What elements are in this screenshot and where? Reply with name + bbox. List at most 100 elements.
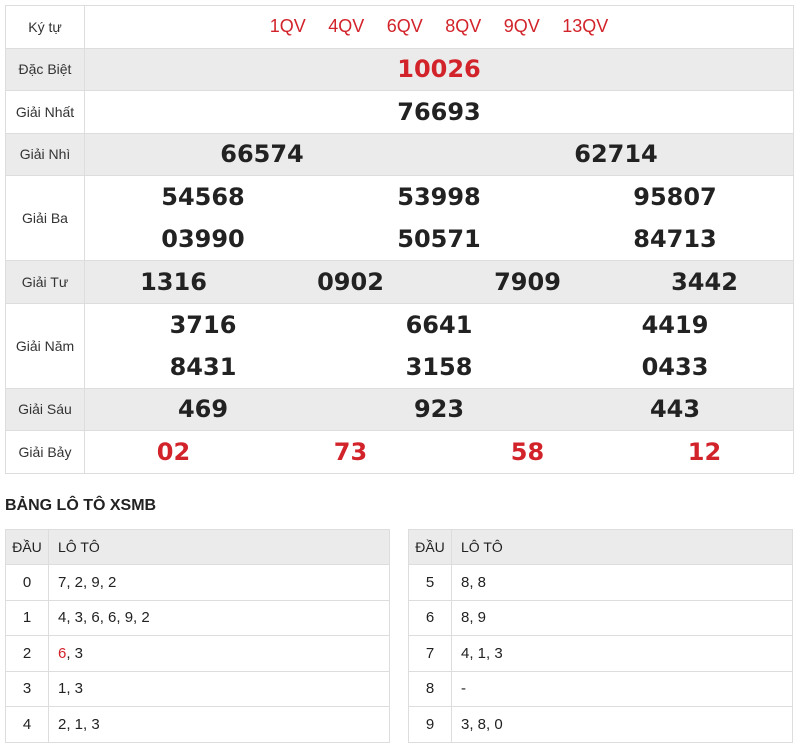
g1-row: Giải Nhất 76693 xyxy=(5,90,794,134)
prize-number: 12 xyxy=(687,437,722,466)
loto-value: - xyxy=(461,680,466,698)
loto-row: 2 6, 3 xyxy=(5,635,390,672)
g1-label: Giải Nhất xyxy=(5,90,85,134)
loto-header: LÔ TÔ xyxy=(451,529,793,565)
kytu-code: 13QV xyxy=(562,16,609,37)
kytu-code: 6QV xyxy=(386,16,423,37)
kytu-values: 1QV 4QV 6QV 8QV 9QV 13QV xyxy=(84,5,794,49)
g4-label: Giải Tư xyxy=(5,260,85,304)
dau-value: 7 xyxy=(408,635,452,672)
loto-values: 8, 9 xyxy=(451,599,793,636)
prize-number: 0433 xyxy=(641,352,709,381)
prize-number: 53998 xyxy=(397,183,481,211)
prize-number: 7909 xyxy=(494,267,561,296)
kytu-code: 9QV xyxy=(503,16,540,37)
kytu-code: 8QV xyxy=(445,16,482,37)
prize-number: 62714 xyxy=(574,140,658,169)
results-table: Ký tự 1QV 4QV 6QV 8QV 9QV 13QV Đặc Biệt … xyxy=(5,5,794,474)
loto-values: 4, 1, 3 xyxy=(451,635,793,672)
loto-row: 8- xyxy=(408,670,793,707)
loto-row: 5 8, 8 xyxy=(408,564,793,601)
dau-value: 2 xyxy=(5,635,49,672)
loto-header-row: ĐẦU LÔ TÔ xyxy=(408,529,793,565)
dau-value: 0 xyxy=(5,564,49,601)
loto-value: 2, 1, 3 xyxy=(58,715,100,733)
dau-value: 5 xyxy=(408,564,452,601)
special-prize-number: 10026 xyxy=(397,55,481,84)
prize-number: 8431 xyxy=(169,352,237,381)
loto-row: 9 3, 8, 0 xyxy=(408,706,793,743)
loto-values: 2, 1, 3 xyxy=(48,706,390,743)
g2-label: Giải Nhì xyxy=(5,132,85,176)
dau-value: 1 xyxy=(5,599,49,636)
prize-number: 84713 xyxy=(633,225,717,253)
dau-value: 4 xyxy=(5,706,49,743)
loto-section-title: BẢNG LÔ TÔ XSMB xyxy=(5,497,157,514)
loto-values: 7, 2, 9, 2 xyxy=(48,564,390,601)
dau-value: 3 xyxy=(5,670,49,707)
loto-value: , 3 xyxy=(66,644,84,662)
dau-value: 6 xyxy=(408,599,452,636)
prize-number: 4419 xyxy=(641,310,709,339)
g6-row: Giải Sáu 469 923 443 xyxy=(5,387,794,431)
kytu-code: 1QV xyxy=(269,16,306,37)
kytu-row: Ký tự 1QV 4QV 6QV 8QV 9QV 13QV xyxy=(5,5,794,49)
prize-number: 50571 xyxy=(397,225,481,253)
loto-row: 4 2, 1, 3 xyxy=(5,706,390,743)
g5-row: Giải Năm 3716 6641 4419 8431 3158 0433 xyxy=(5,302,794,389)
kytu-label: Ký tự xyxy=(5,5,85,49)
loto-header: LÔ TÔ xyxy=(48,529,390,565)
loto-row: 3 1, 3 xyxy=(5,670,390,707)
loto-value: 1, 3 xyxy=(58,680,84,698)
prize-number: 58 xyxy=(510,437,545,466)
prize-number: 923 xyxy=(413,395,465,424)
g3-label: Giải Ba xyxy=(5,175,85,261)
dau-value: 8 xyxy=(408,670,452,707)
loto-value: 4, 3, 6, 6, 9, 2 xyxy=(58,609,150,627)
g7-label: Giải Bảy xyxy=(5,430,85,474)
prize-number: 6641 xyxy=(405,310,473,339)
loto-value: 4, 1, 3 xyxy=(461,644,503,662)
loto-row: 0 7, 2, 9, 2 xyxy=(5,564,390,601)
loto-value: 8, 9 xyxy=(461,609,487,627)
loto-row: 7 4, 1, 3 xyxy=(408,635,793,672)
loto-values: - xyxy=(451,670,793,707)
loto-row: 1 4, 3, 6, 6, 9, 2 xyxy=(5,599,390,636)
prize-number: 0902 xyxy=(317,267,384,296)
g2-row: Giải Nhì 66574 62714 xyxy=(5,132,794,176)
g6-label: Giải Sáu xyxy=(5,387,85,431)
db-row: Đặc Biệt 10026 xyxy=(5,47,794,91)
db-label: Đặc Biệt xyxy=(5,47,85,91)
loto-row: 6 8, 9 xyxy=(408,599,793,636)
prize-number: 95807 xyxy=(633,183,717,211)
prize-number: 03990 xyxy=(161,225,245,253)
loto-values: 1, 3 xyxy=(48,670,390,707)
g5-label: Giải Năm xyxy=(5,302,85,389)
dau-value: 9 xyxy=(408,706,452,743)
loto-values: 6, 3 xyxy=(48,635,390,672)
dau-header: ĐẦU xyxy=(5,529,49,565)
g4-row: Giải Tư 1316 0902 7909 3442 xyxy=(5,260,794,304)
g3-row: Giải Ba 54568 53998 95807 03990 50571 84… xyxy=(5,175,794,261)
prize-number: 3158 xyxy=(405,352,473,381)
loto-value: 3, 8, 0 xyxy=(461,715,503,733)
loto-value: 7, 2, 9, 2 xyxy=(58,573,117,591)
prize-number: 73 xyxy=(333,437,368,466)
prize-number: 66574 xyxy=(220,140,304,169)
prize-number: 443 xyxy=(649,395,701,424)
prize-number: 3716 xyxy=(169,310,237,339)
kytu-code: 4QV xyxy=(328,16,365,37)
prize-number: 3442 xyxy=(671,267,738,296)
prize-number: 1316 xyxy=(140,267,207,296)
loto-header-row: ĐẦU LÔ TÔ xyxy=(5,529,390,565)
loto-value-highlight: 6 xyxy=(58,644,67,662)
prize-number: 54568 xyxy=(161,183,245,211)
prize-number: 469 xyxy=(177,395,229,424)
prize-number: 02 xyxy=(156,437,191,466)
loto-value: 8, 8 xyxy=(461,573,487,591)
loto-table-right: ĐẦU LÔ TÔ 5 8, 8 6 8, 9 7 4, 1, 3 8-9 3, 8, 0 xyxy=(408,529,793,743)
loto-values: 8, 8 xyxy=(451,564,793,601)
g7-row: Giải Bảy 02 73 58 12 xyxy=(5,430,794,474)
loto-values: 4, 3, 6, 6, 9, 2 xyxy=(48,599,390,636)
